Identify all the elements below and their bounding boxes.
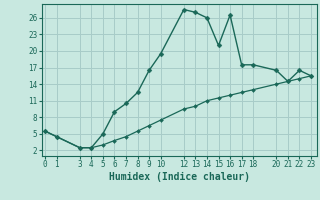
X-axis label: Humidex (Indice chaleur): Humidex (Indice chaleur) [109,172,250,182]
